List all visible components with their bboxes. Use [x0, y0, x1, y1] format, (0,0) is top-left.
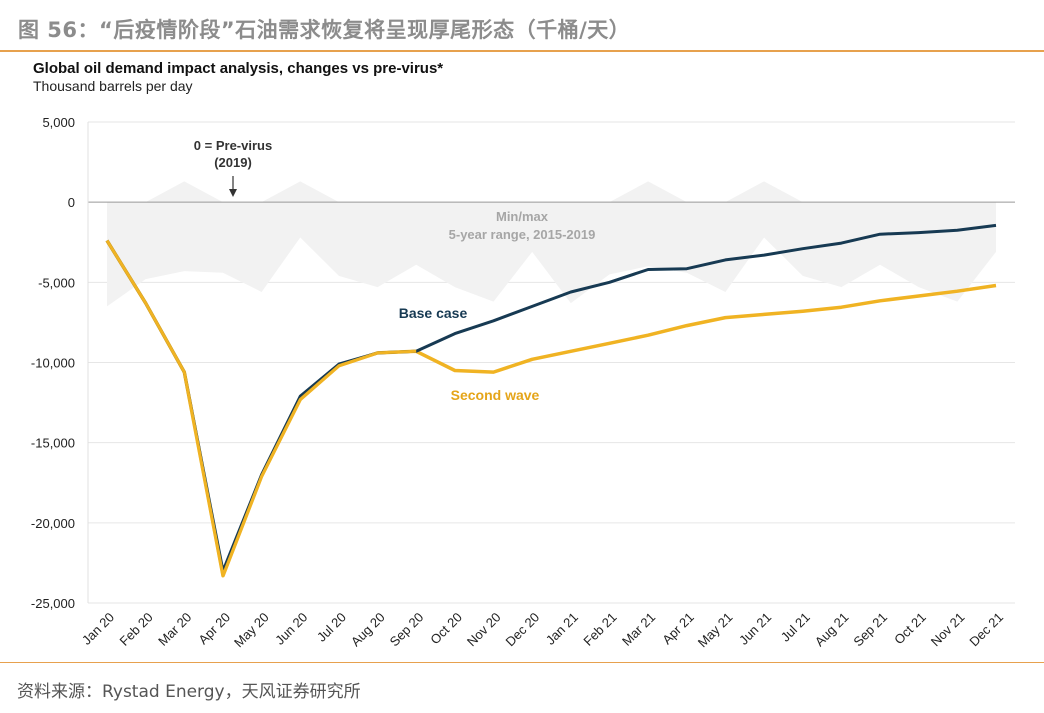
top-rule [0, 50, 1044, 52]
label-second-wave: Second wave [451, 387, 540, 403]
y-tick-label: -25,000 [31, 596, 75, 611]
annotation-range-line2: 5-year range, 2015-2019 [449, 227, 596, 242]
x-tick-label: Apr 21 [659, 610, 697, 648]
y-tick-label: -20,000 [31, 516, 75, 531]
x-tick-label: Nov 20 [464, 610, 504, 650]
x-tick-label: Feb 21 [580, 610, 619, 649]
pre-virus-arrow-head [229, 189, 237, 197]
x-tick-label: Dec 21 [966, 610, 1006, 650]
x-tick-label: Sep 20 [387, 610, 427, 650]
x-tick-label: Jun 21 [736, 610, 774, 648]
x-tick-label: Apr 20 [195, 610, 233, 648]
x-tick-label: Dec 20 [503, 610, 543, 650]
min-max-range-band [107, 181, 996, 307]
y-tick-label: -15,000 [31, 436, 75, 451]
x-tick-label: Sep 21 [850, 610, 890, 650]
chart-subtitle: Thousand barrels per day [33, 78, 193, 94]
x-tick-label: May 20 [231, 610, 272, 651]
x-tick-label: Aug 20 [348, 610, 388, 650]
source-note: 资料来源：Rystad Energy，天风证券研究所 [17, 682, 361, 702]
x-tick-label: Mar 20 [155, 610, 194, 649]
figure-title: 图 56：“后疫情阶段”石油需求恢复将呈现厚尾形态（千桶/天） [18, 18, 631, 42]
x-tick-label: Jul 21 [778, 610, 813, 645]
x-tick-label: Oct 20 [427, 610, 465, 648]
x-tick-label: Feb 20 [117, 610, 156, 649]
series-line-second-wave-overlay [105, 239, 417, 578]
x-tick-label: Jul 20 [314, 610, 349, 645]
y-tick-label: 0 [68, 195, 75, 210]
bottom-rule [0, 662, 1044, 663]
annotation-pre-virus-line2: (2019) [214, 155, 252, 170]
annotation-pre-virus-line1: 0 = Pre-virus [194, 138, 272, 153]
x-tick-label: Jan 20 [79, 610, 117, 648]
x-tick-label: Jan 21 [543, 610, 581, 648]
x-tick-label: Aug 21 [812, 610, 852, 650]
x-tick-label: May 21 [695, 610, 736, 651]
x-tick-label: Jun 20 [272, 610, 310, 648]
chart-title: Global oil demand impact analysis, chang… [33, 60, 444, 77]
x-tick-label: Nov 21 [928, 610, 968, 650]
y-tick-label: -5,000 [38, 275, 75, 290]
y-tick-label: 5,000 [42, 115, 75, 130]
y-tick-label: -10,000 [31, 356, 75, 371]
x-tick-label: Mar 21 [619, 610, 658, 649]
label-base-case: Base case [399, 305, 468, 321]
x-tick-label: Oct 21 [891, 610, 929, 648]
annotation-range-line1: Min/max [496, 209, 549, 224]
